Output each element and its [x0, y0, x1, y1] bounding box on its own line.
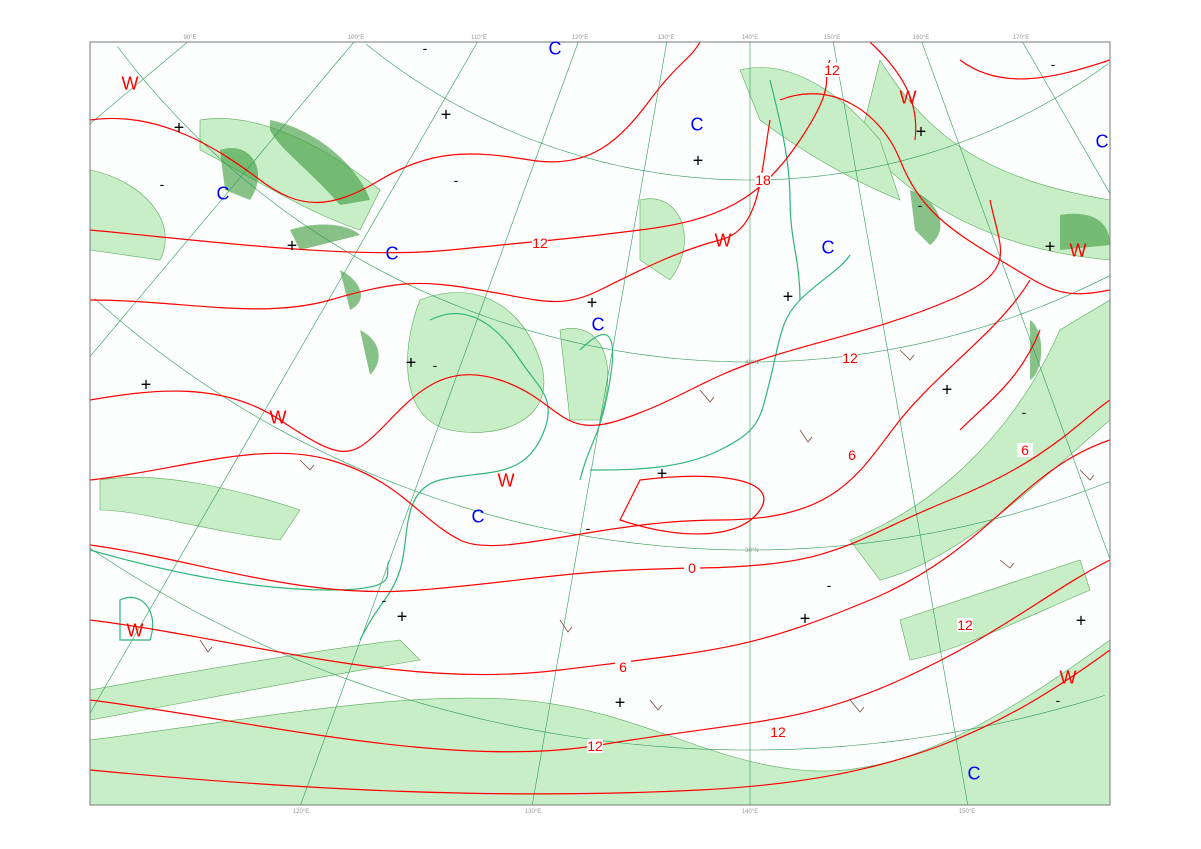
dense-humidity-cores	[220, 120, 1110, 380]
longitude-tick-label: 100°E	[348, 35, 364, 41]
max-marker: +	[397, 606, 408, 626]
contour-label-bg	[824, 63, 840, 77]
warm-center-label: W	[127, 620, 144, 640]
contour-label: 6	[1021, 442, 1029, 458]
latitude-line	[90, 548, 1105, 751]
min-marker: -	[1051, 56, 1056, 72]
cold-center-label: C	[968, 763, 981, 783]
min-marker: -	[160, 176, 165, 192]
cold-center-label: C	[822, 237, 835, 257]
longitude-line	[90, 42, 478, 714]
min-marker: -	[382, 592, 387, 608]
warm-center-label: W	[122, 73, 139, 93]
min-marker: -	[1022, 404, 1027, 420]
longitude-tick-label: 90°E	[183, 35, 196, 41]
contour-label-bg	[844, 448, 860, 462]
min-marker: -	[433, 357, 438, 373]
longitude-tick-label: 130°E	[525, 809, 541, 815]
map-frame	[89, 41, 1111, 806]
latitude-label: 40°N	[745, 360, 758, 366]
longitude-tick-label: 160°E	[913, 35, 929, 41]
longitude-line	[300, 42, 579, 805]
longitude-tick-label: 170°E	[1013, 35, 1029, 41]
contour-label-bg	[587, 739, 603, 753]
max-marker: +	[141, 374, 152, 394]
longitude-line	[1022, 42, 1110, 194]
cold-center-label: C	[691, 114, 704, 134]
longitude-tick-label: 150°E	[959, 809, 975, 815]
cold-center-label: C	[549, 38, 562, 58]
min-marker: -	[586, 520, 591, 536]
contour-label-bg	[615, 660, 631, 674]
contour-label: 18	[755, 172, 771, 188]
warm-center-label: W	[1060, 667, 1077, 687]
contour-label-bg	[957, 618, 973, 632]
max-marker: +	[287, 235, 298, 255]
contour-label: 12	[770, 724, 786, 740]
max-marker: +	[800, 608, 811, 628]
cold-center-label: C	[1096, 131, 1109, 151]
contour-label: 0	[688, 560, 696, 576]
warm-center-label: W	[498, 470, 515, 490]
max-marker: +	[657, 463, 668, 483]
contour-label: 12	[532, 235, 548, 251]
contour-label: 12	[587, 738, 603, 754]
longitude-line	[90, 42, 355, 357]
longitude-line	[832, 42, 969, 805]
contour-label-bg	[1017, 443, 1033, 457]
max-marker: +	[942, 379, 953, 399]
min-marker: -	[423, 40, 428, 56]
latitude-label: 30°N	[745, 548, 758, 554]
max-marker: +	[174, 117, 185, 137]
wind-barbs	[199, 349, 1095, 713]
max-marker: +	[916, 121, 927, 141]
longitude-tick-label: 120°E	[293, 809, 309, 815]
contour-label-bg	[532, 236, 548, 250]
temperature-contours	[90, 42, 1110, 795]
warm-center-label: W	[900, 87, 917, 107]
longitude-tick-label: 140°E	[742, 35, 758, 41]
humidity-shading	[90, 59, 1110, 805]
warm-center-label: W	[715, 230, 732, 250]
contour-label: 12	[842, 350, 858, 366]
min-marker: -	[1056, 692, 1061, 708]
max-marker: +	[587, 292, 598, 312]
longitude-line	[90, 42, 188, 125]
longitude-tick-label: 130°E	[658, 35, 674, 41]
max-marker: +	[441, 104, 452, 124]
contour-label: 6	[619, 659, 627, 675]
contour-label-bg	[755, 173, 771, 187]
max-marker: +	[693, 150, 704, 170]
contour-label-bg	[842, 351, 858, 365]
contour-label: 12	[824, 62, 840, 78]
longitude-tick-label: 150°E	[824, 35, 840, 41]
max-marker: +	[783, 286, 794, 306]
coastlines	[90, 79, 851, 641]
max-marker: +	[1045, 236, 1056, 256]
contour-label: 12	[957, 617, 973, 633]
max-marker: +	[406, 352, 417, 372]
cold-center-label: C	[592, 314, 605, 334]
longitude-tick-label: 120°E	[572, 35, 588, 41]
latitude-line	[117, 46, 1110, 363]
cold-center-label: C	[472, 506, 485, 526]
latitude-line	[365, 43, 1109, 181]
contour-label-bg	[770, 725, 786, 739]
max-marker: +	[1076, 610, 1087, 630]
max-marker: +	[615, 692, 626, 712]
cold-center-label: C	[217, 183, 230, 203]
longitude-tick-label: 140°E	[742, 809, 758, 815]
min-marker: -	[454, 172, 459, 188]
min-marker: -	[827, 577, 832, 593]
contour-label-bg	[684, 561, 700, 575]
cold-center-label: C	[386, 243, 399, 263]
longitude-tick-label: 110°E	[471, 35, 487, 41]
min-marker: -	[918, 197, 923, 213]
warm-center-label: W	[1070, 240, 1087, 260]
contour-label: 6	[848, 447, 856, 463]
warm-center-label: W	[270, 407, 287, 427]
